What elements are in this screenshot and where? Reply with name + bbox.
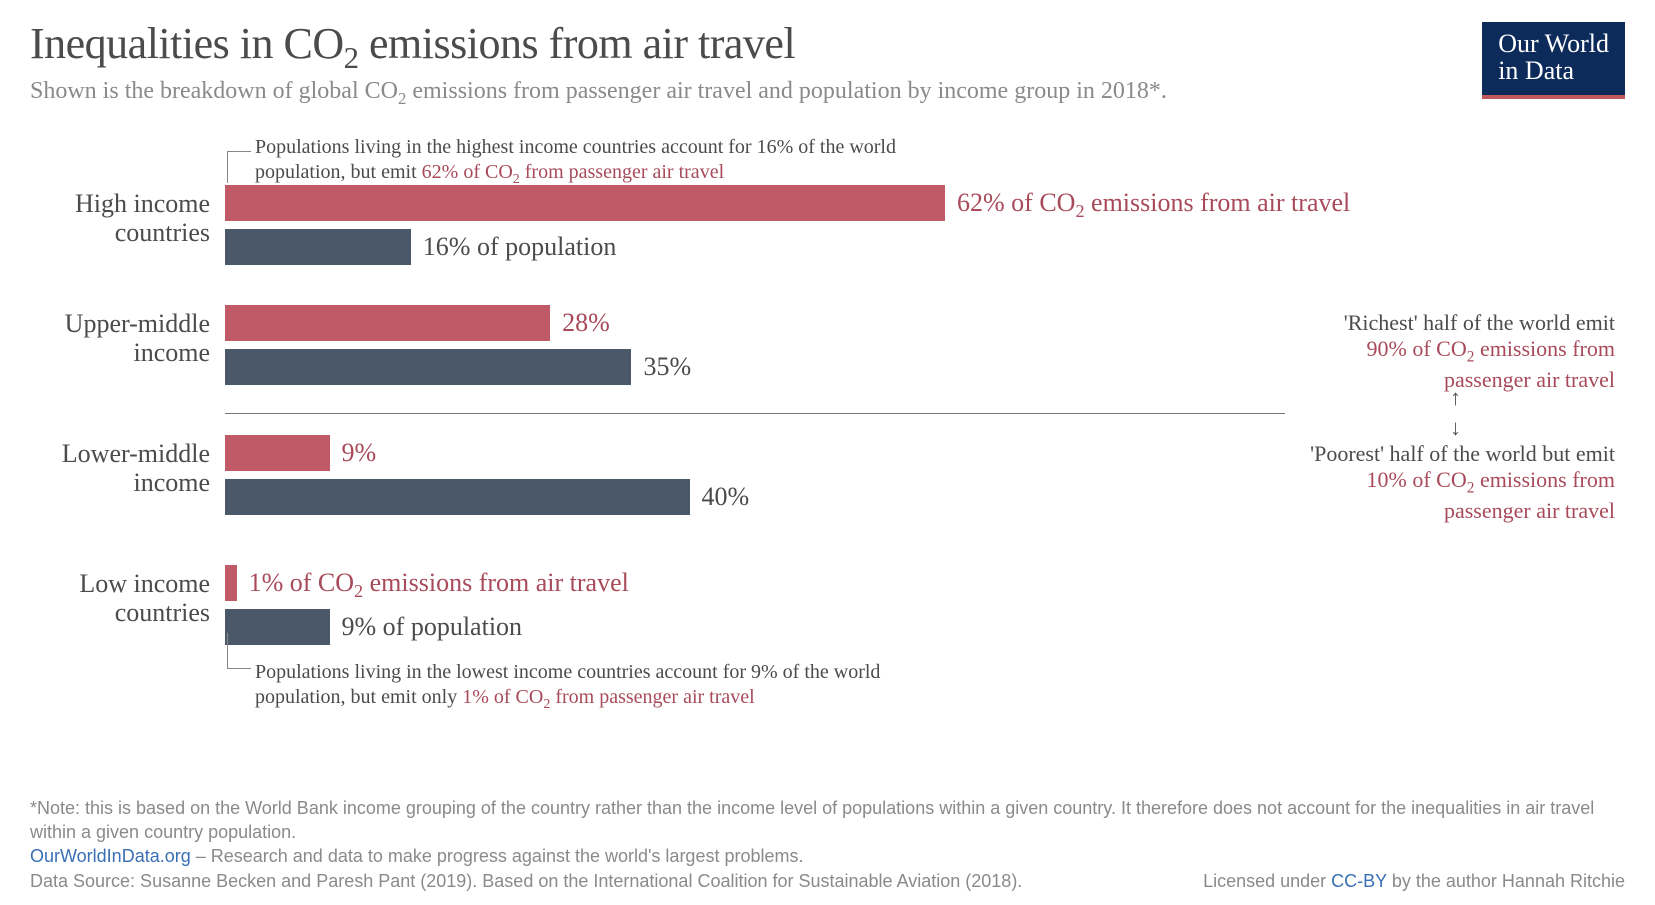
license-link[interactable]: CC-BY bbox=[1331, 871, 1387, 891]
footer: *Note: this is based on the World Bank i… bbox=[30, 796, 1625, 893]
bar-label-pop-low: 9% of population bbox=[342, 612, 523, 642]
bar-label-pop-upper-middle: 35% bbox=[643, 352, 691, 382]
chart-subtitle: Shown is the breakdown of global CO2 emi… bbox=[30, 78, 1625, 109]
arrow-down-icon: ↓ bbox=[1450, 415, 1461, 441]
arrow-up-icon: ↑ bbox=[1450, 385, 1461, 411]
bar-pop-upper-middle bbox=[225, 349, 631, 385]
side-note-top: 'Richest' half of the world emit 90% of … bbox=[1310, 310, 1615, 394]
chart-title: Inequalities in CO2 emissions from air t… bbox=[30, 18, 1625, 76]
license-prefix: Licensed under bbox=[1203, 871, 1331, 891]
bracket-bottom bbox=[227, 633, 251, 669]
bar-label-co2-high: 62% of CO2 emissions from air travel bbox=[957, 188, 1350, 222]
bar-pop-high bbox=[225, 229, 411, 265]
bar-label-pop-lower-middle: 40% bbox=[702, 482, 750, 512]
side-note-bottom: 'Poorest' half of the world but emit 10%… bbox=[1310, 441, 1615, 525]
license-suffix: by the author Hannah Ritchie bbox=[1387, 871, 1625, 891]
site-link[interactable]: OurWorldInData.org bbox=[30, 846, 191, 866]
category-label-high: High incomecountries bbox=[30, 190, 210, 247]
divider-line bbox=[225, 413, 1285, 414]
category-label-upper-middle: Upper-middleincome bbox=[30, 310, 210, 367]
bar-co2-high bbox=[225, 185, 945, 221]
bar-co2-upper-middle bbox=[225, 305, 550, 341]
tagline: – Research and data to make progress aga… bbox=[191, 846, 804, 866]
bar-label-pop-high: 16% of population bbox=[423, 232, 617, 262]
bar-label-co2-lower-middle: 9% bbox=[342, 438, 377, 468]
bar-label-co2-low: 1% of CO2 emissions from air travel bbox=[249, 568, 629, 602]
logo-line2: in Data bbox=[1498, 57, 1609, 84]
bracket-top bbox=[227, 151, 251, 183]
category-label-low: Low incomecountries bbox=[30, 570, 210, 627]
footnote: *Note: this is based on the World Bank i… bbox=[30, 796, 1625, 845]
bar-pop-lower-middle bbox=[225, 479, 690, 515]
owid-logo: Our World in Data bbox=[1482, 22, 1625, 99]
chart-area: High incomecountries 62% of CO2 emissions… bbox=[30, 135, 1625, 795]
category-label-lower-middle: Lower-middleincome bbox=[30, 440, 210, 497]
annotation-bottom: Populations living in the lowest income … bbox=[255, 660, 915, 714]
bar-label-co2-upper-middle: 28% bbox=[562, 308, 610, 338]
logo-line1: Our World bbox=[1498, 30, 1609, 57]
annotation-top: Populations living in the highest income… bbox=[255, 135, 915, 189]
bar-co2-lower-middle bbox=[225, 435, 330, 471]
bar-co2-low bbox=[225, 565, 237, 601]
